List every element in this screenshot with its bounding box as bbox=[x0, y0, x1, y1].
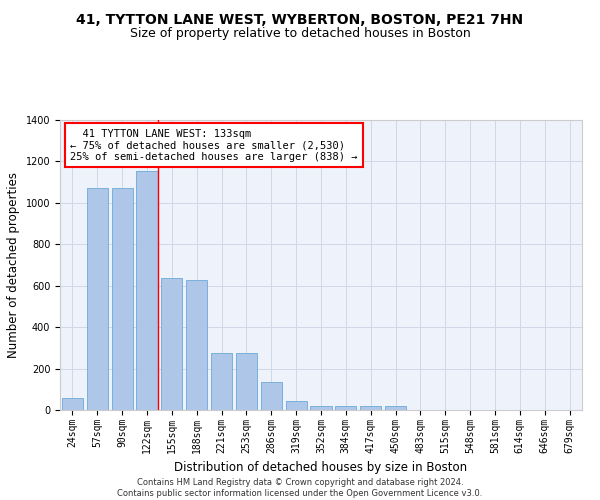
Bar bbox=[136, 171, 158, 410]
Bar bbox=[161, 278, 182, 410]
Bar bbox=[87, 188, 108, 410]
Bar bbox=[261, 382, 282, 410]
Text: Size of property relative to detached houses in Boston: Size of property relative to detached ho… bbox=[130, 28, 470, 40]
Bar bbox=[186, 280, 207, 410]
Text: Contains HM Land Registry data © Crown copyright and database right 2024.
Contai: Contains HM Land Registry data © Crown c… bbox=[118, 478, 482, 498]
X-axis label: Distribution of detached houses by size in Boston: Distribution of detached houses by size … bbox=[175, 461, 467, 474]
Text: 41 TYTTON LANE WEST: 133sqm
← 75% of detached houses are smaller (2,530)
25% of : 41 TYTTON LANE WEST: 133sqm ← 75% of det… bbox=[70, 128, 358, 162]
Text: 41, TYTTON LANE WEST, WYBERTON, BOSTON, PE21 7HN: 41, TYTTON LANE WEST, WYBERTON, BOSTON, … bbox=[76, 12, 524, 26]
Bar bbox=[310, 406, 332, 410]
Bar bbox=[112, 188, 133, 410]
Bar bbox=[211, 353, 232, 410]
Bar bbox=[335, 406, 356, 410]
Bar bbox=[286, 400, 307, 410]
Bar bbox=[62, 398, 83, 410]
Bar bbox=[385, 406, 406, 410]
Bar bbox=[236, 353, 257, 410]
Bar bbox=[360, 406, 381, 410]
Y-axis label: Number of detached properties: Number of detached properties bbox=[7, 172, 20, 358]
